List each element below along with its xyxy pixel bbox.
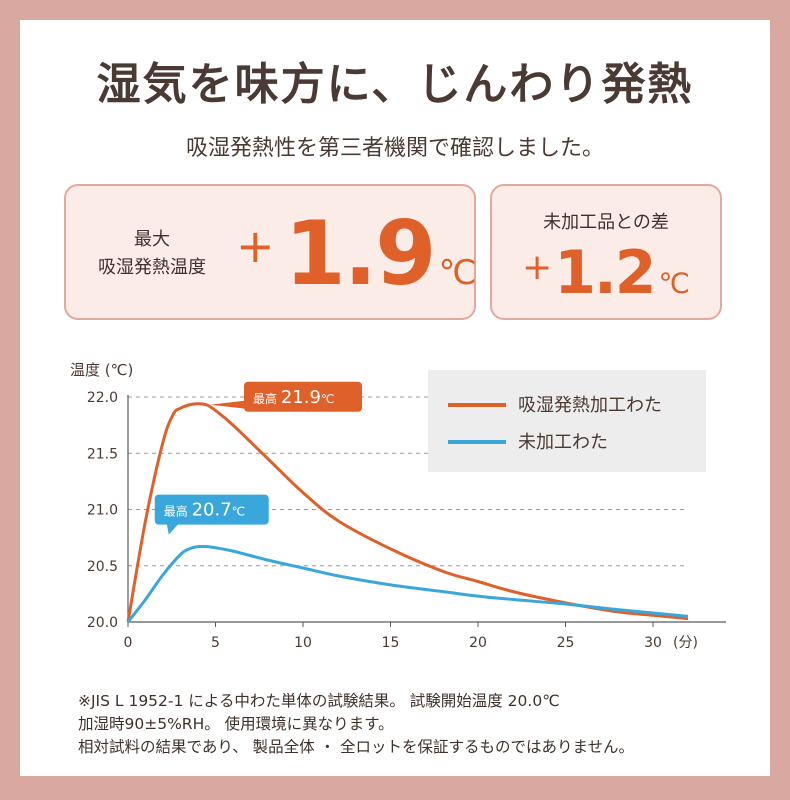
peak-callout-box-2 xyxy=(154,494,269,525)
legend-label-1: 吸湿発熱加工わた xyxy=(518,395,662,416)
max-heat-sign: + xyxy=(236,219,275,273)
y-tick-label: 20.5 xyxy=(87,559,118,575)
test-note: ※JIS L 1952-1 による中わた単体の試験結果。 試験開始温度 20.0… xyxy=(78,690,768,759)
x-tick-label: 20 xyxy=(469,635,487,651)
series-line-2 xyxy=(126,544,689,623)
max-heat-label-line2: 吸湿発熱温度 xyxy=(98,257,206,278)
x-tick-label: 15 xyxy=(382,635,400,651)
temperature-chart: 温度 (℃) 20.0 20.5 21.0 21.5 22.0 0 5 10 15 20 25 30 (分… xyxy=(70,361,726,651)
page-title: 湿気を味方に、じんわり発熱 xyxy=(96,59,694,110)
page-subtitle: 吸湿発熱性を第三者機関で確認しました。 xyxy=(185,136,604,161)
max-heat-number: 1.9 xyxy=(284,202,437,305)
diff-value: +1.2 ℃ xyxy=(492,238,720,308)
peak-callout-tail-1 xyxy=(210,400,246,409)
y-tick-label: 22.0 xyxy=(87,390,118,406)
peak-callout-box-1 xyxy=(244,381,362,412)
peak-callout-label-1: 最高 21.9℃ xyxy=(253,387,334,408)
note-line-1: ※JIS L 1952-1 による中わた単体の試験結果。 試験開始温度 20.0… xyxy=(78,692,560,710)
diff-sign: + xyxy=(522,247,553,288)
diff-card: 未加工品との差 +1.2 ℃ xyxy=(490,184,722,320)
peak-callout-tail-2 xyxy=(166,523,179,535)
x-tick-label: 30 xyxy=(644,635,662,651)
note-line-2: 加湿時90±5%RH。 使用環境に異なります。 xyxy=(78,715,394,733)
diff-label: 未加工品との差 xyxy=(543,212,669,233)
max-heat-label-line1: 最大 xyxy=(134,229,170,250)
x-tick-label: 10 xyxy=(294,635,312,651)
y-tick-label: 21.0 xyxy=(87,503,118,519)
y-axis-label: 温度 (℃) xyxy=(70,361,133,379)
max-heat-value: +1.9 ℃ xyxy=(236,202,477,305)
max-heat-unit: ℃ xyxy=(438,253,477,293)
diff-unit: ℃ xyxy=(658,267,690,300)
x-axis-unit: (分) xyxy=(673,635,698,651)
y-tick-label: 20.0 xyxy=(87,615,118,631)
x-tick-label: 0 xyxy=(124,635,133,651)
legend-box xyxy=(428,370,706,472)
note-line-3: 相対試料の結果であり、 製品全体 ・ 全ロットを保証するものではありません。 xyxy=(78,738,635,756)
peak-callout-label-2: 最高 20.7℃ xyxy=(164,500,245,521)
diff-number: 1.2 xyxy=(554,238,656,308)
max-heat-card: 最大 吸湿発熱温度 +1.9 ℃ xyxy=(64,184,477,320)
x-tick-label: 5 xyxy=(211,635,220,651)
x-tick-label: 25 xyxy=(557,635,575,651)
max-heat-label: 最大 吸湿発熱温度 xyxy=(82,226,222,282)
y-tick-label: 21.5 xyxy=(87,446,118,462)
series-line-1 xyxy=(126,402,689,623)
legend-label-2: 未加工わた xyxy=(518,432,608,453)
